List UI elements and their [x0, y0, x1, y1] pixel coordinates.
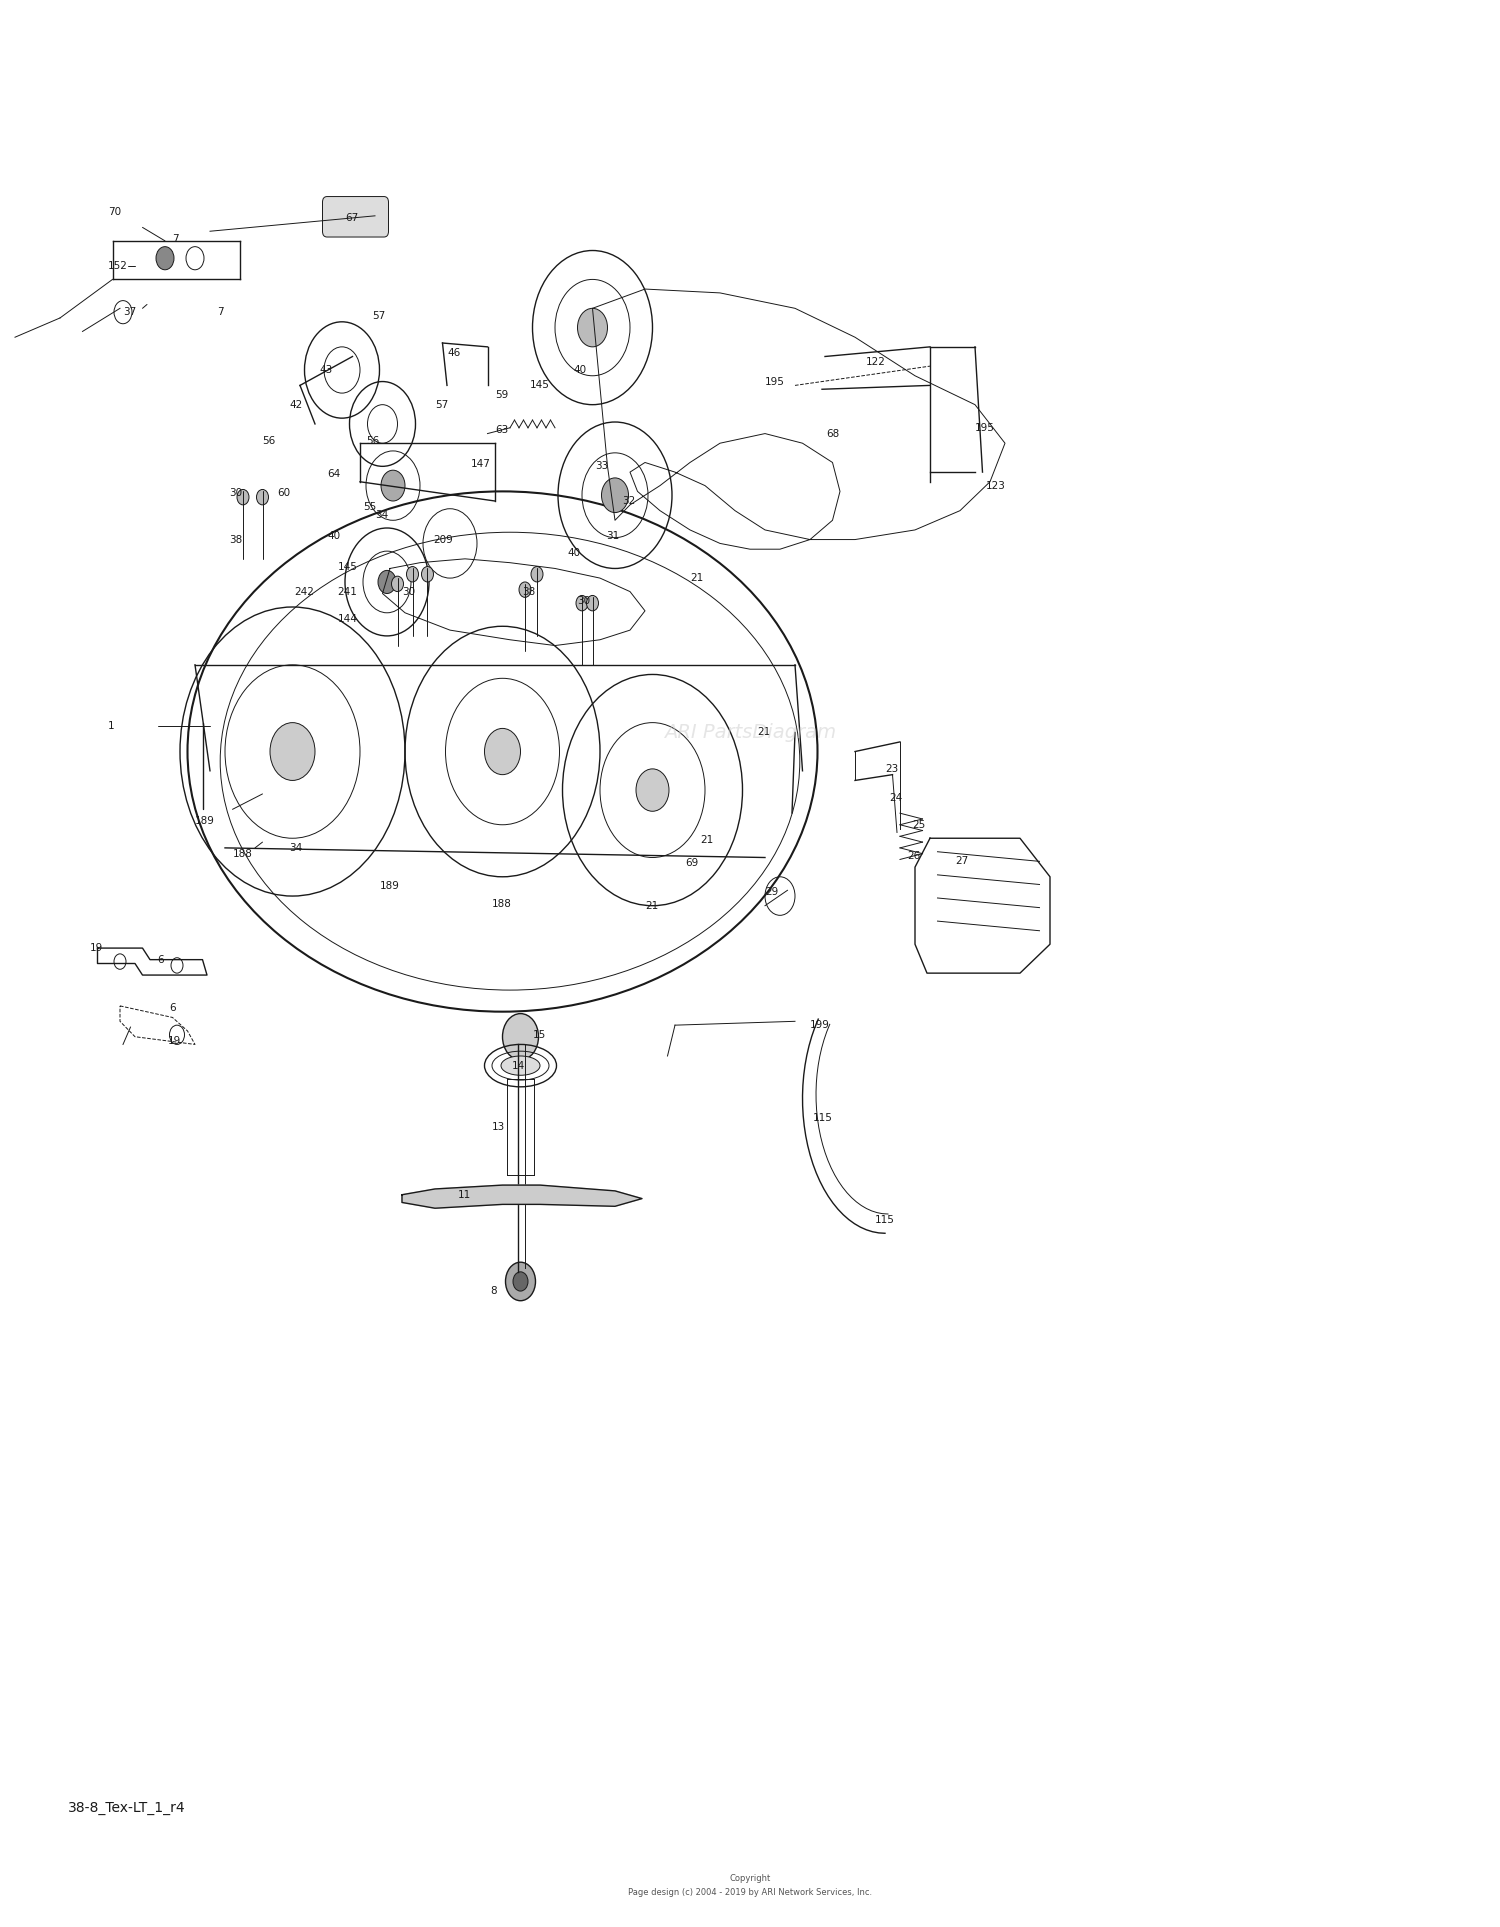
Text: 63: 63 — [495, 424, 508, 436]
Text: 60: 60 — [278, 488, 291, 499]
FancyBboxPatch shape — [322, 197, 388, 237]
Text: 30: 30 — [230, 488, 243, 499]
Text: Copyright: Copyright — [729, 1875, 771, 1883]
Text: 64: 64 — [327, 468, 340, 480]
Text: 21: 21 — [700, 834, 714, 846]
Text: 13: 13 — [492, 1122, 506, 1133]
Circle shape — [506, 1262, 536, 1301]
Text: 195: 195 — [975, 422, 994, 434]
Text: 1: 1 — [108, 721, 114, 732]
Text: 37: 37 — [123, 306, 136, 318]
Polygon shape — [402, 1185, 642, 1208]
Text: 242: 242 — [294, 586, 314, 597]
Text: 27: 27 — [956, 856, 969, 867]
Circle shape — [237, 489, 249, 505]
Text: 42: 42 — [290, 399, 303, 410]
Text: 38: 38 — [230, 534, 243, 545]
Text: 19: 19 — [168, 1035, 182, 1046]
Text: 30: 30 — [402, 586, 416, 597]
Text: 30: 30 — [578, 595, 591, 607]
Circle shape — [381, 470, 405, 501]
Text: 56: 56 — [366, 436, 380, 447]
Circle shape — [602, 478, 628, 513]
Text: 23: 23 — [885, 763, 898, 775]
Text: 56: 56 — [262, 436, 276, 447]
Circle shape — [422, 567, 434, 582]
Text: 40: 40 — [327, 530, 340, 541]
Circle shape — [586, 595, 598, 611]
Text: 123: 123 — [986, 480, 1005, 491]
Text: 67: 67 — [345, 212, 358, 224]
Text: 115: 115 — [874, 1214, 894, 1226]
Text: 57: 57 — [372, 310, 386, 322]
Text: 11: 11 — [458, 1189, 471, 1201]
Text: ARI PartsDiagram: ARI PartsDiagram — [664, 723, 836, 742]
Text: 34: 34 — [290, 842, 303, 854]
Text: 21: 21 — [690, 572, 703, 584]
Text: 152: 152 — [108, 260, 128, 272]
Text: 38: 38 — [522, 586, 536, 597]
Text: 209: 209 — [433, 534, 453, 545]
Text: 122: 122 — [865, 356, 885, 368]
Text: 31: 31 — [606, 530, 619, 541]
Text: 29: 29 — [765, 886, 778, 898]
Text: 32: 32 — [622, 495, 636, 507]
Text: 195: 195 — [765, 376, 784, 387]
Text: 189: 189 — [380, 881, 399, 892]
Text: 26: 26 — [908, 850, 921, 861]
Circle shape — [406, 567, 418, 582]
Circle shape — [519, 582, 531, 597]
Text: 189: 189 — [195, 815, 214, 827]
Circle shape — [503, 1014, 538, 1060]
Circle shape — [531, 567, 543, 582]
Text: 40: 40 — [573, 364, 586, 376]
Text: 34: 34 — [375, 509, 388, 520]
Text: 145: 145 — [338, 561, 357, 572]
Circle shape — [392, 576, 404, 592]
Circle shape — [484, 728, 520, 775]
Text: 115: 115 — [813, 1112, 832, 1123]
Text: 24: 24 — [890, 792, 903, 804]
Text: 199: 199 — [810, 1019, 830, 1031]
Ellipse shape — [501, 1056, 540, 1075]
Circle shape — [270, 723, 315, 780]
Circle shape — [636, 769, 669, 811]
Circle shape — [378, 570, 396, 594]
Circle shape — [576, 595, 588, 611]
Circle shape — [156, 247, 174, 270]
Text: 144: 144 — [338, 613, 357, 624]
Text: 40: 40 — [567, 547, 580, 559]
Text: 188: 188 — [232, 848, 252, 859]
Text: 145: 145 — [530, 380, 549, 391]
Text: 241: 241 — [338, 586, 357, 597]
Text: 15: 15 — [532, 1029, 546, 1041]
Text: 19: 19 — [90, 942, 104, 954]
Text: 68: 68 — [827, 428, 840, 439]
Text: 69: 69 — [686, 858, 699, 869]
Text: 188: 188 — [492, 898, 512, 910]
Text: 21: 21 — [645, 900, 658, 911]
Text: 14: 14 — [512, 1060, 525, 1071]
Text: 25: 25 — [912, 819, 926, 831]
Text: 7: 7 — [172, 233, 178, 245]
Text: 7: 7 — [217, 306, 223, 318]
Text: 55: 55 — [363, 501, 376, 513]
Text: 21: 21 — [758, 726, 771, 738]
Circle shape — [578, 308, 608, 347]
Text: 57: 57 — [435, 399, 448, 410]
Text: 8: 8 — [490, 1285, 496, 1297]
Text: 59: 59 — [495, 389, 508, 401]
Text: 147: 147 — [471, 459, 490, 470]
Circle shape — [513, 1272, 528, 1291]
Text: 38-8_Tex-LT_1_r4: 38-8_Tex-LT_1_r4 — [68, 1800, 184, 1815]
Text: 46: 46 — [447, 347, 460, 358]
Text: Page design (c) 2004 - 2019 by ARI Network Services, Inc.: Page design (c) 2004 - 2019 by ARI Netwo… — [628, 1888, 872, 1896]
Text: 6: 6 — [158, 954, 164, 965]
Text: 43: 43 — [320, 364, 333, 376]
Text: 70: 70 — [108, 206, 122, 218]
Circle shape — [256, 489, 268, 505]
Text: 33: 33 — [596, 461, 609, 472]
Text: 6: 6 — [170, 1002, 176, 1014]
